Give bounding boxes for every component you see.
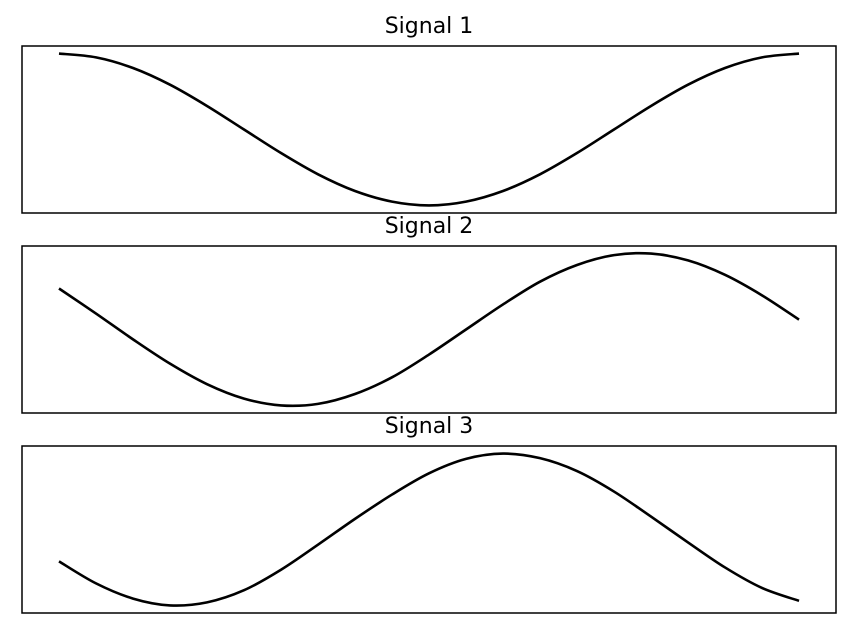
signal-2-panel: Signal 2 [21,214,837,414]
signal-1-line [58,52,800,207]
signal-2-title: Signal 2 [385,214,474,239]
signal-3-panel: Signal 3 [21,414,837,614]
signal-3-axes [21,445,837,614]
signal-2-axes [21,245,837,414]
signal-3-title: Signal 3 [385,414,474,439]
signal-1-axes [21,45,837,214]
signal-1-panel: Signal 1 [21,14,837,214]
signal-3-line [58,452,800,607]
signal-1-title: Signal 1 [385,14,474,39]
signal-2-line [58,251,800,408]
